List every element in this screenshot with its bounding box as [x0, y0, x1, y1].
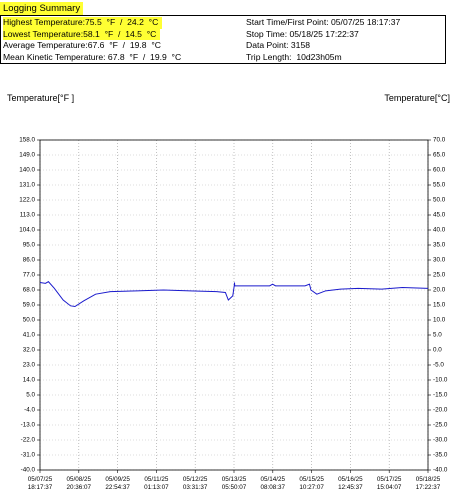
y-tick-label: 5.0 [26, 392, 35, 399]
y-axis-title: Temperature[°F ] [7, 93, 75, 103]
y-tick-label: 14.0 [23, 377, 36, 384]
x-tick-label: 05/13/25 05:50:07 [221, 476, 247, 491]
summary-left: Highest Temperature:75.5 °F / 24.2 °C Lo… [1, 17, 181, 63]
y2-tick-label: -25.0 [433, 422, 448, 429]
x-tick-label: 05/09/25 22:54:37 [105, 476, 130, 491]
summary-item: Average Temperature:67.6 °F / 19.8 °C [3, 40, 161, 50]
y2-tick-label: 60.0 [433, 167, 446, 174]
y2-tick-label: 25.0 [433, 272, 446, 279]
y2-tick-label: -30.0 [433, 437, 448, 444]
y2-tick-label: 55.0 [433, 182, 446, 189]
summary-item: Stop Time: 05/18/25 17:22:37 [246, 28, 359, 39]
y2-tick-label: 50.0 [433, 197, 446, 204]
y2-tick-label: 20.0 [433, 287, 446, 294]
summary: Logging Summary Highest Temperature:75.5… [0, 2, 446, 64]
y2-tick-label: -5.0 [433, 362, 444, 369]
summary-box: Highest Temperature:75.5 °F / 24.2 °C Lo… [0, 15, 446, 64]
y-tick-label: 149.0 [19, 152, 35, 159]
y-tick-label: 95.0 [23, 242, 36, 249]
summary-item: Trip Length: 10d23h05m [246, 51, 342, 62]
x-tick-label: 05/17/25 15:04:07 [376, 476, 402, 491]
y-tick-label: 32.0 [23, 347, 36, 354]
x-tick-label: 05/18/25 17:22:37 [415, 476, 441, 491]
y2-tick-label: 30.0 [433, 257, 446, 264]
y-tick-label: -13.0 [21, 422, 36, 429]
y-tick-label: 68.0 [23, 287, 36, 294]
y2-tick-label: -15.0 [433, 392, 448, 399]
y-tick-label: 41.0 [23, 332, 36, 339]
plot-frame [39, 139, 429, 471]
x-tick-label: 05/08/25 20:36:07 [66, 476, 92, 491]
summary-right: Start Time/First Point: 05/07/25 18:17:3… [244, 17, 400, 63]
x-tick-label: 05/12/25 03:31:37 [182, 476, 208, 491]
y-tick-label: -40.0 [21, 467, 36, 474]
summary-item: Lowest Temperature:58.1 °F / 14.5 °C [3, 28, 161, 40]
y-tick-label: -4.0 [24, 407, 35, 414]
y-tick-label: 104.0 [19, 227, 35, 234]
y-tick-label: 122.0 [19, 197, 35, 204]
y-tick-label: 59.0 [23, 302, 36, 309]
y-tick-label: -31.0 [21, 452, 36, 459]
y2-tick-label: -20.0 [433, 407, 448, 414]
y-tick-label: -22.0 [21, 437, 36, 444]
y2-tick-label: 15.0 [433, 302, 446, 309]
y-tick-label: 77.0 [23, 272, 36, 279]
x-tick-label: 05/15/25 10:27:07 [299, 476, 324, 491]
y2-tick-label: 10.0 [433, 317, 446, 324]
y2-tick-label: -10.0 [433, 377, 448, 384]
x-tick-label: 05/14/25 08:08:37 [260, 476, 286, 491]
y2-tick-label: 45.0 [433, 212, 446, 219]
y2-tick-label: -35.0 [433, 452, 448, 459]
y2-tick-label: 70.0 [433, 137, 446, 144]
y2-tick-label: 0.0 [433, 347, 442, 354]
x-tick-label: 05/11/25 01:13:07 [144, 476, 169, 491]
y-tick-label: 131.0 [19, 182, 35, 189]
y-tick-label: 50.0 [23, 317, 36, 324]
summary-item: Data Point: 3158 [246, 40, 311, 50]
summary-item: Start Time/First Point: 05/07/25 18:17:3… [246, 17, 401, 27]
y2-axis-title: Temperature[°C] [384, 93, 450, 103]
x-tick-label: 05/07/25 18:17:37 [27, 476, 53, 491]
x-tick-label: 05/16/25 12:45:37 [338, 476, 363, 491]
y2-tick-label: -40.0 [433, 467, 448, 474]
summary-title: Logging Summary [0, 2, 84, 15]
summary-item: Mean Kinetic Temperature: 67.8 °F / 19.9… [3, 51, 182, 62]
y-tick-label: 23.0 [23, 362, 36, 369]
y2-tick-label: 35.0 [433, 242, 446, 249]
data-line [39, 281, 429, 308]
y-tick-label: 140.0 [19, 167, 35, 174]
y2-tick-label: 65.0 [433, 152, 446, 159]
y-tick-label: 113.0 [20, 212, 36, 219]
y2-tick-label: 5.0 [433, 332, 442, 339]
y2-tick-label: 40.0 [433, 227, 446, 234]
summary-item: Highest Temperature:75.5 °F / 24.2 °C [3, 17, 163, 29]
y-tick-label: 158.0 [19, 137, 35, 144]
y-tick-label: 86.0 [23, 257, 36, 264]
